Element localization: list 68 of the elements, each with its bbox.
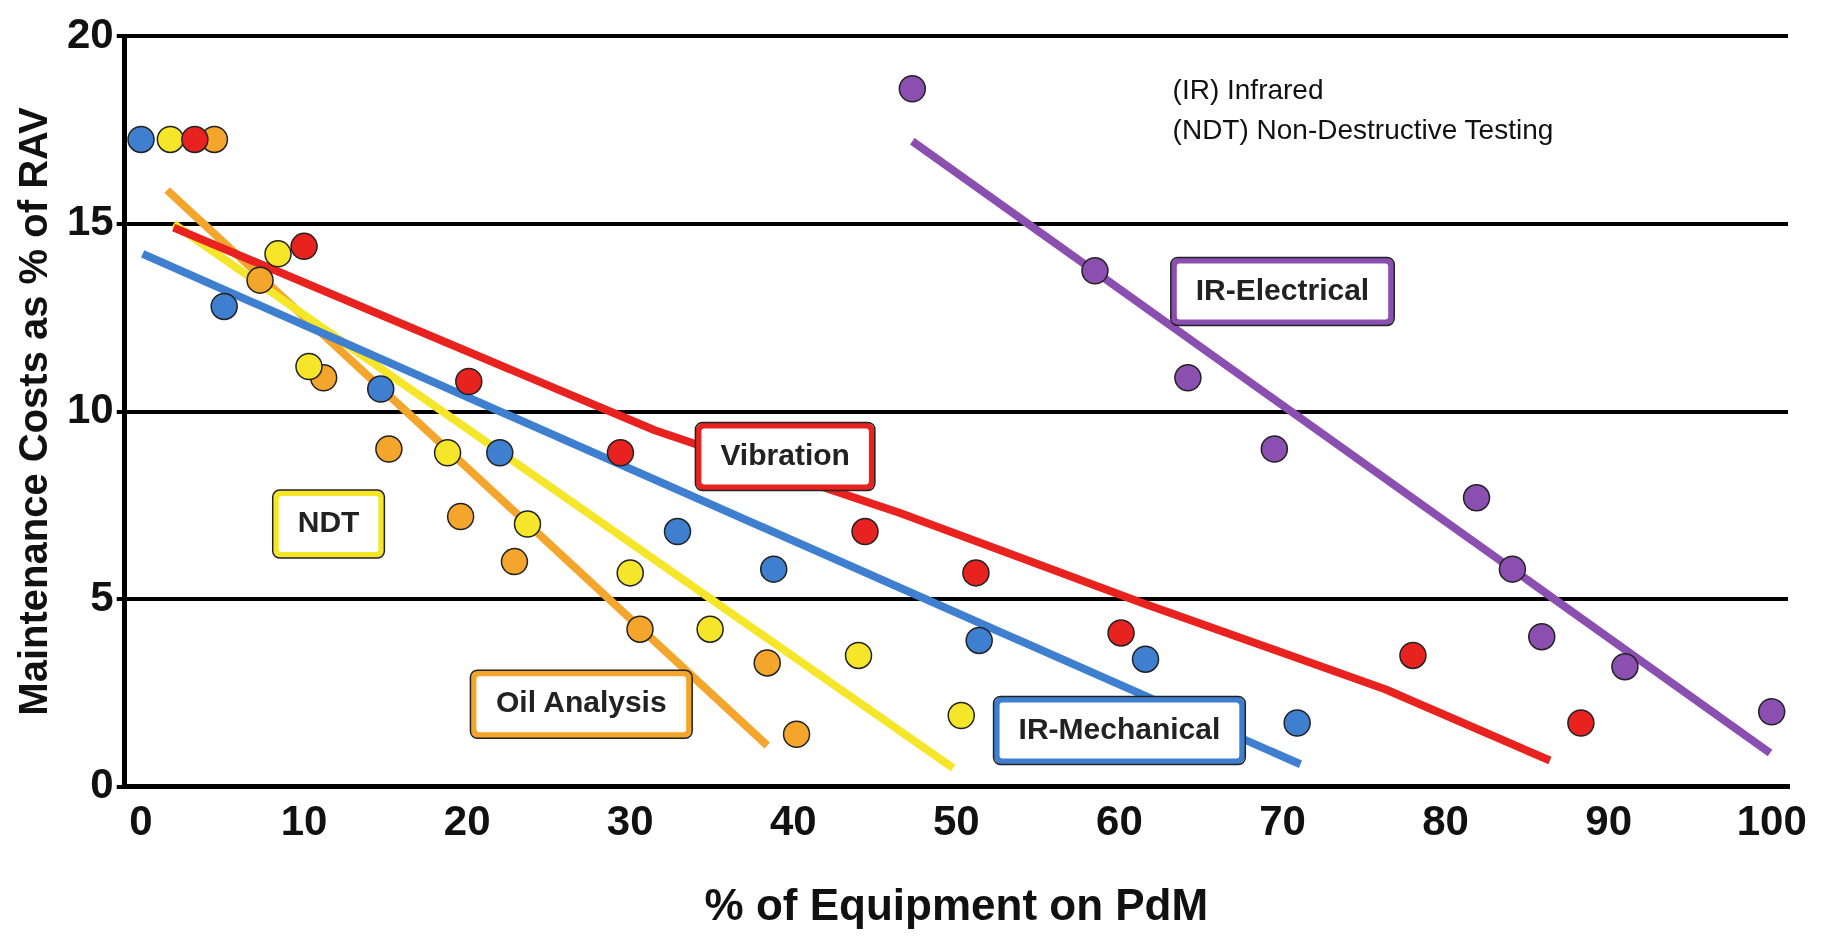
point [1081, 257, 1109, 285]
point [616, 559, 644, 587]
x-tick-label: 90 [1585, 796, 1632, 844]
point [1260, 435, 1289, 463]
x-tick-label: 40 [769, 796, 817, 844]
point [366, 375, 395, 403]
point [246, 266, 274, 294]
point [1462, 484, 1491, 512]
series-label: Vibration [720, 437, 850, 471]
y-tick-label: 20 [67, 9, 114, 57]
x-tick-label: 30 [606, 796, 654, 844]
point [127, 125, 155, 154]
point [1107, 619, 1135, 647]
x-tick-label: 80 [1422, 796, 1469, 844]
point [156, 125, 185, 154]
point [965, 626, 993, 655]
x-axis-title: % of Equipment on PdM [704, 879, 1209, 929]
series-label: IR-Electrical [1195, 272, 1370, 306]
point [663, 517, 692, 546]
text: IR-Mechanical [1018, 711, 1221, 745]
point [455, 367, 483, 396]
point [210, 292, 238, 321]
point [1528, 622, 1556, 651]
text: NDT [297, 505, 360, 539]
point [513, 510, 542, 538]
point [844, 641, 873, 670]
point [446, 502, 475, 531]
point [486, 439, 514, 467]
point [606, 439, 635, 467]
point [626, 615, 654, 643]
y-tick-label: 15 [67, 197, 114, 245]
point [962, 559, 990, 587]
x-tick-label: 100 [1736, 796, 1807, 844]
point [264, 240, 292, 268]
point [753, 649, 781, 677]
x-tick-label: 0 [129, 796, 153, 844]
point [375, 435, 403, 463]
point [759, 555, 788, 583]
point [181, 125, 209, 154]
point [1757, 697, 1786, 726]
y-axis-title: Maintenance Costs as % of RAV [11, 107, 56, 716]
point [290, 232, 318, 261]
point [295, 352, 323, 381]
point [1498, 555, 1527, 583]
point [1283, 709, 1311, 737]
x-tick-label: 10 [280, 796, 328, 844]
point [696, 615, 724, 643]
y-tick-label: 10 [67, 385, 114, 433]
y-tick-label: 0 [90, 760, 114, 808]
x-tick-label: 60 [1096, 796, 1143, 844]
annotation: (IR) Infrared [1172, 73, 1324, 105]
point [500, 547, 529, 576]
y-tick-label: 5 [90, 572, 114, 620]
point [1131, 645, 1160, 673]
point [1611, 652, 1639, 681]
point [1174, 363, 1202, 392]
x-tick-label: 20 [443, 796, 491, 844]
point [1567, 709, 1595, 737]
series-label: Oil Analysis [495, 685, 667, 719]
annotation: (NDT) Non-Destructive Testing [1172, 113, 1554, 145]
point [851, 517, 879, 546]
x-tick-label: 50 [933, 796, 980, 844]
point [433, 439, 462, 467]
point [947, 701, 975, 730]
x-tick-label: 70 [1259, 796, 1306, 844]
point [1399, 641, 1427, 670]
point [898, 74, 927, 103]
point [782, 720, 811, 749]
